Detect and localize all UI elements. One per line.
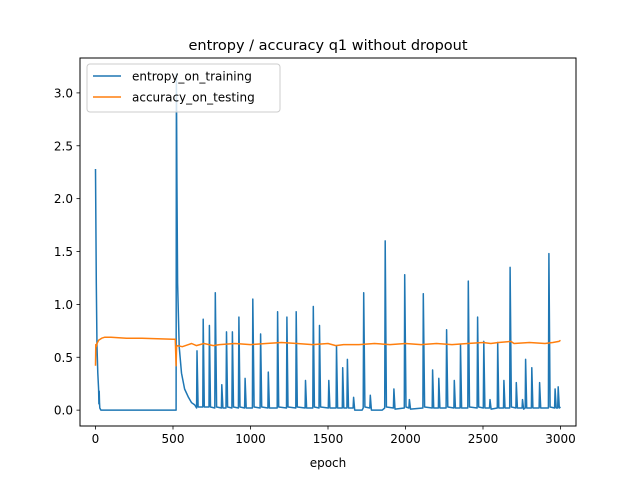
- y-tick-label: 1.5: [54, 245, 73, 259]
- x-tick-label: 0: [92, 432, 100, 446]
- x-tick-label: 1500: [313, 432, 344, 446]
- x-tick-label: 500: [162, 432, 185, 446]
- y-tick-label: 3.0: [54, 86, 73, 100]
- chart-title: entropy / accuracy q1 without dropout: [188, 38, 467, 54]
- series-line-1: [94, 336, 561, 367]
- x-axis-label: epoch: [310, 456, 347, 470]
- x-tick-label: 1000: [235, 432, 266, 446]
- legend-label-1: accuracy_on_testing: [132, 91, 255, 105]
- y-tick-label: 1.0: [54, 298, 73, 312]
- x-tick-label: 3000: [545, 432, 576, 446]
- x-axis-ticks: 0 500 1000 1500 2000 2500 3000: [92, 426, 576, 446]
- y-axis-ticks: 0.0 0.5 1.0 1.5 2.0 2.5 3.0: [54, 86, 80, 418]
- y-tick-label: 0.0: [54, 404, 73, 418]
- series-line-0: [94, 73, 561, 411]
- legend-box: [86, 63, 281, 113]
- y-tick-label: 2.5: [54, 139, 73, 153]
- y-tick-label: 0.5: [54, 351, 73, 365]
- x-tick-label: 2500: [468, 432, 499, 446]
- legend: entropy_on_training accuracy_on_testing: [86, 63, 281, 113]
- x-tick-label: 2000: [390, 432, 421, 446]
- plot-lines: [94, 73, 561, 411]
- y-tick-label: 2.0: [54, 192, 73, 206]
- legend-label-0: entropy_on_training: [132, 70, 252, 84]
